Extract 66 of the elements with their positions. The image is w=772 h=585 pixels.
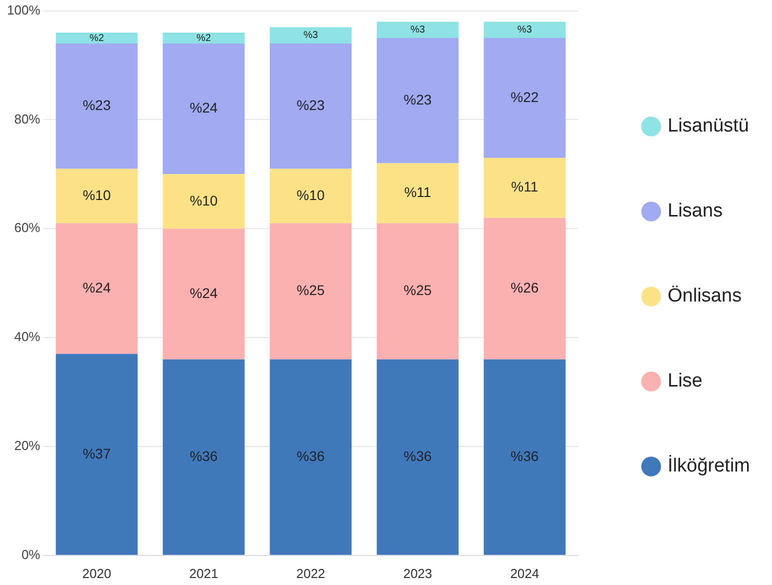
- legend-label: İlköğretim: [668, 454, 750, 477]
- data-label: %3: [410, 24, 426, 36]
- bar: [484, 218, 566, 360]
- data-label: %2: [196, 32, 212, 44]
- bar: [376, 22, 459, 38]
- legend-label: Lise: [668, 370, 703, 392]
- data-label: %3: [303, 30, 318, 42]
- bar: [56, 354, 138, 555]
- bar: [56, 223, 138, 354]
- bar: [270, 27, 352, 44]
- bar: [376, 359, 459, 555]
- bar: [162, 32, 245, 44]
- bar: [376, 223, 459, 360]
- bar: [484, 158, 566, 218]
- data-label: %36: [404, 448, 432, 464]
- data-label: %11: [511, 178, 538, 195]
- data-label: %23: [404, 92, 432, 108]
- bar: [270, 43, 352, 169]
- data-label: %10: [296, 186, 325, 203]
- data-label: %24: [190, 100, 218, 116]
- data-label: %24: [190, 284, 218, 301]
- bar: [162, 174, 245, 229]
- bar: [484, 38, 566, 158]
- data-label: %26: [510, 279, 539, 296]
- data-label: %36: [510, 448, 539, 464]
- bar: [270, 168, 352, 224]
- bar: [376, 38, 459, 164]
- bar: [484, 359, 566, 555]
- x-tick-label: 2022: [296, 566, 326, 581]
- bar: [270, 223, 352, 360]
- bar: [376, 163, 459, 224]
- y-tick-label: 80%: [14, 111, 41, 126]
- x-tick-label: 2024: [510, 566, 540, 581]
- bar: [270, 359, 352, 555]
- bar: [162, 359, 245, 555]
- bar: [56, 168, 138, 224]
- data-label: %36: [296, 448, 325, 464]
- bar: [162, 228, 245, 360]
- x-tick-label: 2023: [403, 566, 432, 581]
- bar: [162, 43, 245, 174]
- data-label: %25: [404, 282, 432, 298]
- legend-label: Lisans: [668, 200, 723, 222]
- y-tick-label: 20%: [14, 438, 41, 454]
- data-label: %10: [82, 186, 111, 203]
- bar: [56, 32, 138, 44]
- data-label: %24: [82, 279, 111, 296]
- data-label: %22: [510, 88, 539, 105]
- y-tick-label: 60%: [14, 220, 41, 236]
- bar: [484, 22, 566, 38]
- legend-label: Önlisans: [668, 286, 742, 307]
- y-tick-label: 100%: [7, 2, 41, 18]
- x-tick-label: 2020: [82, 566, 112, 581]
- y-tick-label: 0%: [21, 546, 41, 562]
- bar: [56, 43, 138, 169]
- data-label: %36: [190, 448, 218, 464]
- data-label: %23: [296, 96, 325, 113]
- data-label: %11: [404, 184, 432, 200]
- data-label: %3: [517, 24, 532, 36]
- data-label: %10: [190, 192, 218, 208]
- data-label: %25: [296, 282, 325, 298]
- legend-label: Lisanüstü: [668, 116, 749, 137]
- data-label: %37: [82, 445, 111, 462]
- y-tick-label: 40%: [14, 329, 41, 344]
- x-tick-label: 2021: [189, 566, 218, 581]
- data-label: %23: [82, 96, 111, 113]
- data-label: %2: [90, 32, 104, 44]
